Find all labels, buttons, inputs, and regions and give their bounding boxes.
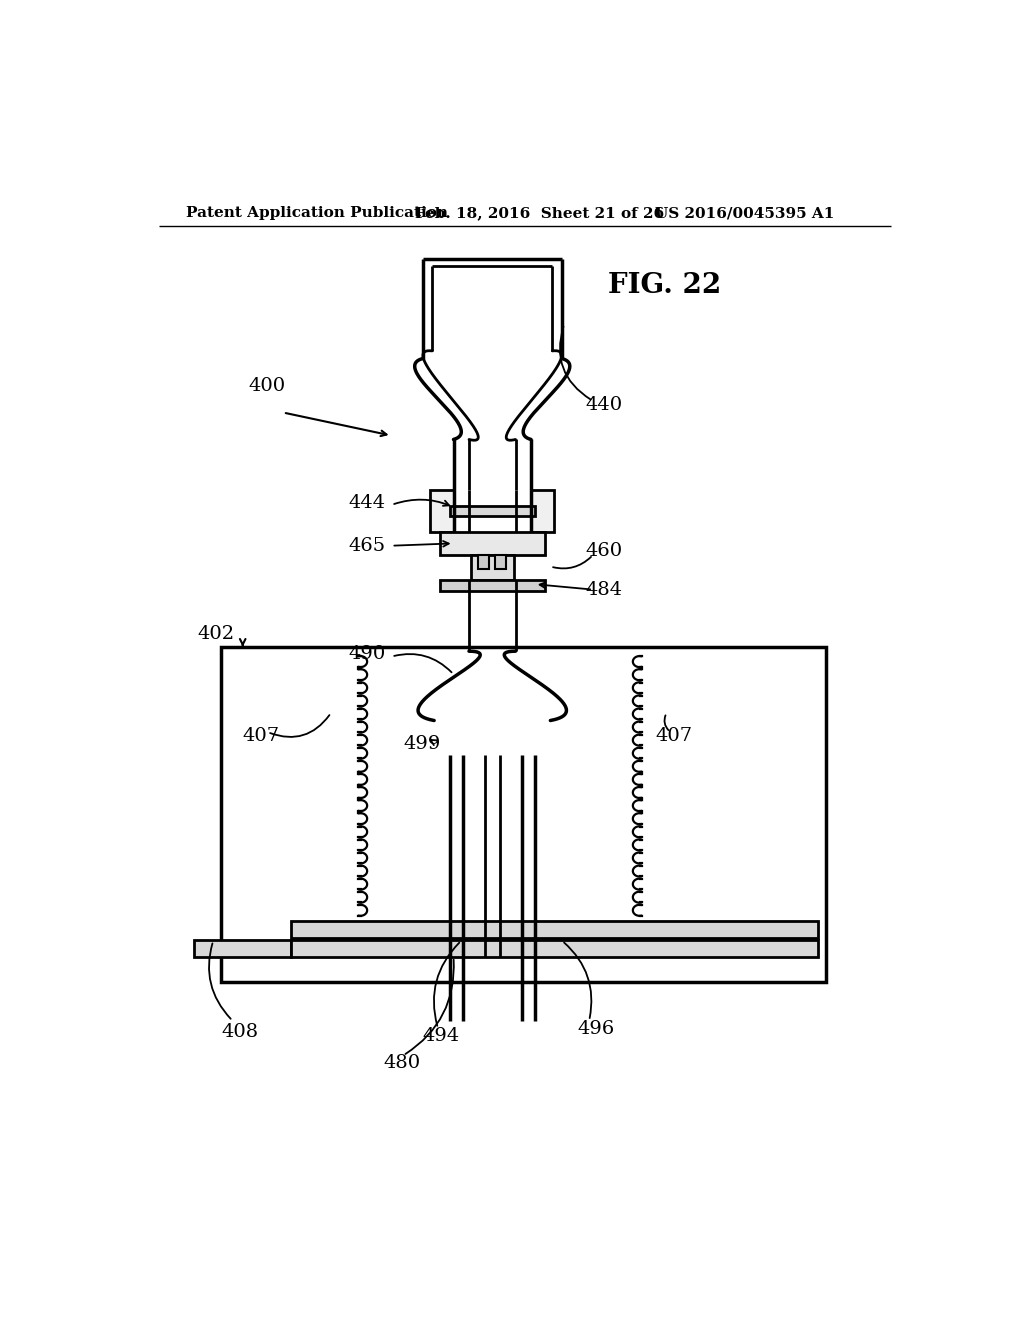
Bar: [450, 507, 535, 516]
Text: 460: 460: [586, 543, 623, 560]
Text: 402: 402: [198, 626, 234, 643]
Text: 407: 407: [243, 727, 280, 744]
Text: 496: 496: [578, 1019, 614, 1038]
Bar: [194, 940, 291, 957]
Text: 407: 407: [655, 727, 692, 744]
Bar: [439, 532, 545, 554]
Text: 400: 400: [248, 376, 286, 395]
Text: 465: 465: [349, 537, 386, 554]
Bar: [291, 940, 818, 957]
Bar: [531, 490, 554, 532]
Text: 440: 440: [586, 396, 623, 413]
Text: 490: 490: [349, 644, 386, 663]
Bar: [439, 579, 545, 591]
Text: 494: 494: [423, 1027, 460, 1045]
Text: Feb. 18, 2016  Sheet 21 of 26: Feb. 18, 2016 Sheet 21 of 26: [415, 206, 664, 220]
Text: FIG. 22: FIG. 22: [608, 272, 722, 300]
Text: 480: 480: [384, 1055, 421, 1072]
Bar: [221, 647, 825, 982]
Bar: [471, 554, 514, 579]
Text: 444: 444: [349, 494, 386, 512]
Bar: [426, 721, 558, 755]
Text: 484: 484: [586, 581, 623, 598]
Text: US 2016/0045395 A1: US 2016/0045395 A1: [655, 206, 835, 220]
Bar: [291, 921, 818, 937]
Bar: [430, 490, 454, 532]
Text: 499: 499: [403, 735, 440, 752]
Bar: [478, 554, 489, 569]
Text: 408: 408: [221, 1023, 258, 1041]
Bar: [496, 554, 506, 569]
Text: Patent Application Publication: Patent Application Publication: [186, 206, 449, 220]
